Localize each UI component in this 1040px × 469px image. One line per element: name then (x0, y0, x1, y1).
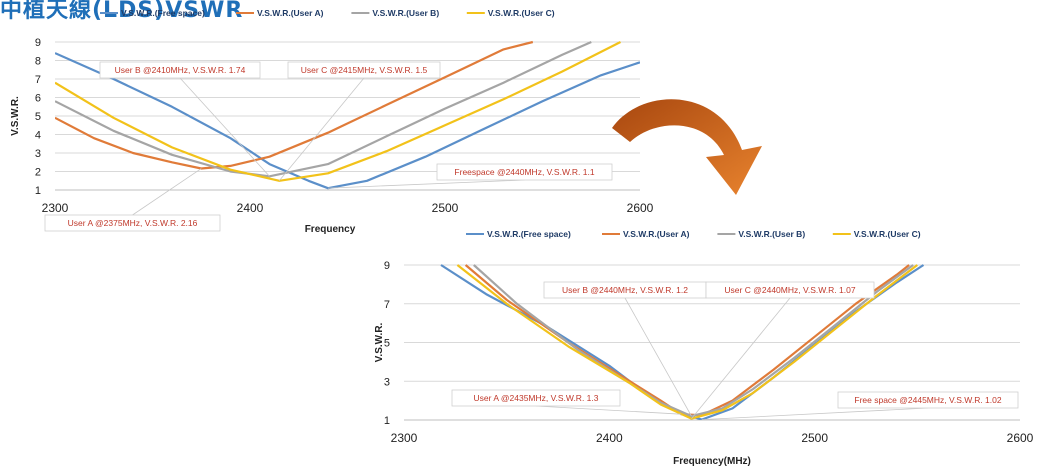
legend-label: V.S.W.R.(User B) (372, 8, 439, 18)
y-axis-label: V.S.W.R. (10, 96, 21, 136)
legend-label: V.S.W.R.(User A) (257, 8, 324, 18)
y-tick-label: 5 (35, 111, 41, 123)
annotation-leader (691, 297, 791, 419)
x-axis-label: Frequency(MHz) (673, 456, 751, 467)
annotation-leader (624, 297, 692, 417)
legend-label: V.S.W.R.(User A) (623, 229, 690, 239)
y-tick-label: 3 (35, 148, 41, 160)
annotation-leader (179, 77, 270, 177)
annotation-box (451, 389, 621, 407)
y-tick-label: 9 (35, 37, 41, 49)
annotation-label: User B @2440MHz, V.S.W.R. 1.2 (562, 285, 688, 295)
series-line-V.S.W.R.(User B) (55, 40, 592, 178)
x-tick-label: 2500 (432, 201, 459, 215)
annotation-box (705, 281, 875, 299)
annotation-leader (132, 168, 202, 216)
annotation-label: User A @2435MHz, V.S.W.R. 1.3 (473, 393, 598, 403)
y-tick-label: 1 (384, 415, 390, 427)
annotation-leader (701, 407, 929, 421)
chart-2: 1 3 5 7 9 2300 2400 2500 2600 V.S.W.R. Frequency(M… (374, 229, 1034, 467)
y-tick-label: 7 (384, 299, 390, 311)
annotation-box (44, 214, 221, 232)
curved-arrow-icon (612, 99, 762, 195)
y-tick-label: 9 (384, 260, 390, 272)
x-tick-label: 2600 (1007, 431, 1034, 445)
x-tick-label: 2500 (801, 431, 828, 445)
header-title-fragment: 中植天線(LDS)VSWR (0, 0, 244, 23)
annotation-box (837, 391, 1019, 409)
y-axis-label: V.S.W.R. (374, 322, 385, 362)
annotation-box (99, 61, 261, 79)
x-tick-label: 2400 (237, 201, 264, 215)
chart-1: 1 2 3 4 5 6 7 8 9 2300 2400 2500 2600 V.S.W.R. Frequen… (10, 8, 654, 235)
series-line-V.S.W.R.(User B) (473, 264, 914, 418)
annotation-box (436, 163, 613, 181)
series-line-V.S.W.R.(Free space) (55, 52, 640, 190)
annotation-box (287, 61, 441, 79)
legend-label: V.S.W.R.(User B) (738, 229, 805, 239)
x-tick-label: 2300 (42, 201, 69, 215)
legend-label: V.S.W.R.(User C) (854, 229, 921, 239)
annotation-label: User A @2375MHz, V.S.W.R. 2.16 (68, 218, 198, 228)
series-line-V.S.W.R.(User C) (456, 264, 918, 420)
series-line-V.S.W.R.(User A) (55, 40, 534, 170)
x-tick-label: 2400 (596, 431, 623, 445)
y-tick-label: 4 (35, 130, 41, 142)
y-tick-label: 8 (35, 56, 41, 68)
series-line-V.S.W.R.(User C) (55, 41, 621, 182)
x-tick-label: 2600 (627, 201, 654, 215)
x-axis-label: Frequency (305, 224, 356, 235)
y-tick-label: 1 (35, 185, 41, 197)
annotation-label: User C @2415MHz, V.S.W.R. 1.5 (301, 65, 428, 75)
y-tick-label: 3 (384, 376, 390, 388)
legend-label: V.S.W.R.(Free space) (121, 8, 205, 18)
arrow-shape (612, 99, 762, 195)
annotation-leader (278, 77, 365, 182)
annotation-label: User B @2410MHz, V.S.W.R. 1.74 (115, 65, 246, 75)
annotation-label: User C @2440MHz, V.S.W.R. 1.07 (724, 285, 855, 295)
annotation-label: Freespace @2440MHz, V.S.W.R. 1.1 (454, 167, 594, 177)
y-tick-label: 5 (384, 338, 390, 350)
y-tick-label: 7 (35, 74, 41, 86)
legend-label: V.S.W.R.(Free space) (487, 229, 571, 239)
y-tick-label: 2 (35, 167, 41, 179)
x-tick-label: 2300 (391, 431, 418, 445)
annotation-label: Free space @2445MHz, V.S.W.R. 1.02 (854, 395, 1001, 405)
legend-label: V.S.W.R.(User C) (488, 8, 555, 18)
y-tick-label: 6 (35, 93, 41, 105)
annotation-leader (535, 405, 682, 415)
annotation-leader (327, 179, 525, 189)
